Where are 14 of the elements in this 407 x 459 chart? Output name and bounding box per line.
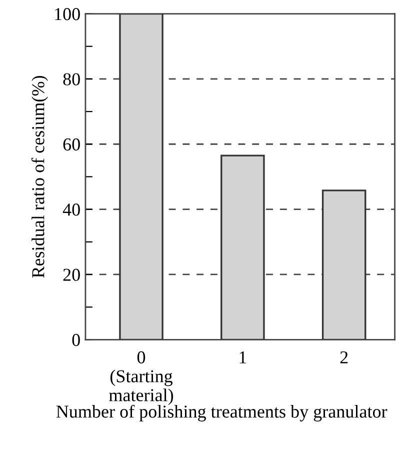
y-tick-label: 80 — [63, 73, 80, 86]
x-tick-label: 1 — [240, 351, 246, 364]
bar — [322, 190, 366, 340]
y-axis-title: Residual ratio of cesium(%) — [31, 76, 48, 278]
x-tick-label: 0 (Starting material) — [109, 351, 174, 405]
bar — [220, 154, 265, 340]
y-tick-label: 20 — [63, 268, 80, 281]
y-tick-label: 100 — [55, 8, 80, 20]
y-tick-label: 40 — [62, 204, 80, 216]
x-tick-label: 2 — [340, 351, 348, 364]
x-axis-title: Number of polishing treatments by granulator — [56, 404, 388, 422]
bar — [119, 14, 164, 340]
y-tick-label: 0 — [72, 334, 80, 346]
y-tick-label: 60 — [63, 138, 80, 151]
